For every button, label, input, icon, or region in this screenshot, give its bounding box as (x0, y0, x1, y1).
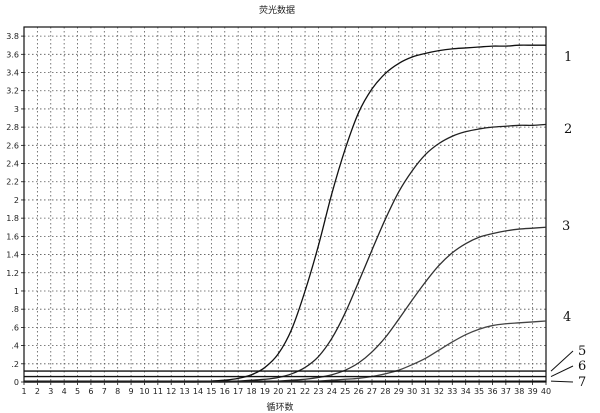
curve-label-2: 2 (564, 122, 572, 137)
curve-label-7: 7 (578, 375, 586, 390)
y-tick-label: 1.2 (6, 269, 19, 278)
y-tick-label: 1 (14, 287, 19, 296)
plot-frame (23, 26, 547, 383)
curve-label-5: 5 (578, 344, 586, 359)
x-axis-label: 循环数 (266, 401, 293, 413)
x-tick-label: 15 (206, 387, 216, 396)
x-tick-label: 9 (129, 387, 134, 396)
y-tick-label: 1.4 (6, 251, 19, 260)
x-tick-label: 33 (447, 387, 457, 396)
x-tick-label: 1 (21, 387, 26, 396)
x-tick-label: 26 (354, 387, 364, 396)
curve-label-1: 1 (564, 50, 572, 65)
series-line-4 (24, 320, 547, 383)
y-tick-label: 2.8 (6, 123, 19, 132)
x-tick-label: 7 (102, 387, 107, 396)
x-tick-label: 22 (300, 387, 310, 396)
y-tick-label: 2.4 (6, 160, 19, 169)
leader-line-6 (550, 365, 574, 377)
y-tick-label: 1.6 (6, 232, 19, 241)
x-tick-label: 14 (193, 387, 203, 396)
x-tick-label: 5 (75, 387, 80, 396)
leader-line-7 (550, 380, 574, 383)
grid (24, 27, 546, 382)
x-tick-label: 40 (541, 387, 551, 396)
x-tick-label: 10 (139, 387, 149, 396)
curve-label-3: 3 (562, 219, 570, 234)
y-tick-label: 2 (14, 196, 19, 205)
x-tick-label: 37 (501, 387, 511, 396)
x-tick-label: 2 (35, 387, 40, 396)
y-tick-label: .8 (11, 305, 19, 314)
x-tick-label: 19 (260, 387, 270, 396)
x-tick-label: 34 (461, 387, 471, 396)
axes: 1 2 3 4 5 6 7 8 9 10 11 12 13 14 15 16 17 18 19 20 21 22 23 24 2… (6, 32, 551, 396)
chart-title: 荧光数据 (259, 4, 295, 16)
x-tick-label: 16 (220, 387, 230, 396)
x-tick-label: 20 (273, 387, 283, 396)
x-tick-label: 11 (153, 387, 163, 396)
series-line-3 (24, 226, 547, 383)
curve-labels: 1 2 3 4 567 (550, 50, 586, 390)
y-tick-label: 2.2 (6, 178, 19, 187)
x-tick-label: 24 (327, 387, 337, 396)
y-tick-label: 3.8 (6, 32, 19, 41)
y-tick-label: 3.6 (6, 50, 19, 59)
y-tick-label: 3.4 (6, 69, 19, 78)
x-tick-label: 21 (287, 387, 297, 396)
x-tick-label: 18 (246, 387, 256, 396)
x-tick-label: 29 (394, 387, 404, 396)
x-tick-label: 39 (528, 387, 538, 396)
x-tick-label: 17 (233, 387, 243, 396)
y-tick-label: .4 (11, 342, 19, 351)
y-tick-label: .2 (11, 360, 19, 369)
x-tick-label: 4 (62, 387, 67, 396)
series-lines (23, 44, 547, 383)
x-tick-label: 3 (48, 387, 53, 396)
y-tick-label: 3 (14, 105, 19, 114)
x-tick-label: 36 (487, 387, 497, 396)
x-tick-label: 25 (340, 387, 350, 396)
x-tick-label: 32 (434, 387, 444, 396)
x-tick-label: 35 (474, 387, 484, 396)
x-tick-label: 31 (420, 387, 430, 396)
x-tick-label: 12 (166, 387, 176, 396)
leader-line-5 (550, 350, 574, 372)
x-tick-label: 28 (380, 387, 390, 396)
series-line-1 (24, 44, 546, 383)
x-tick-label: 13 (180, 387, 190, 396)
curve-label-6: 6 (578, 359, 586, 374)
x-tick-label: 23 (313, 387, 323, 396)
x-tick-label: 30 (407, 387, 417, 396)
y-tick-label: .6 (11, 323, 19, 332)
x-tick-label: 38 (514, 387, 524, 396)
x-tick-label: 8 (115, 387, 120, 396)
y-tick-label: 1.8 (6, 214, 19, 223)
y-tick-label: 0 (14, 378, 19, 387)
y-tick-label: 2.6 (6, 141, 19, 150)
y-tick-label: 3.2 (6, 87, 19, 96)
x-tick-label: 6 (88, 387, 93, 396)
curve-label-4: 4 (563, 310, 571, 325)
x-tick-label: 27 (367, 387, 377, 396)
